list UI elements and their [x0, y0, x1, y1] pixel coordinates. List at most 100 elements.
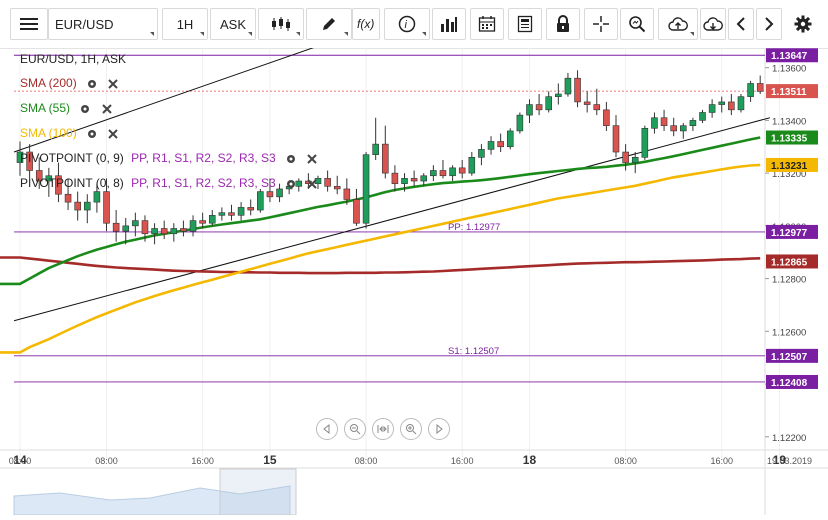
close-icon[interactable] — [107, 128, 119, 140]
candle-body — [535, 104, 543, 111]
news-button[interactable] — [508, 8, 542, 40]
legend-sma55: SMA (55) — [20, 101, 113, 115]
legend-pivot-1-levels: PP, R1, S1, R2, S2, R3, S3 — [131, 151, 276, 165]
chart-navigation — [316, 418, 450, 440]
close-icon[interactable] — [306, 153, 318, 165]
price-type-selector[interactable]: ASK — [210, 8, 256, 40]
gear-icon[interactable] — [285, 178, 297, 190]
gear-icon[interactable] — [285, 153, 297, 165]
y-tick-label: 1.13600 — [772, 64, 806, 75]
triangle-right-icon — [436, 424, 443, 434]
level-price-label: 1.13647 — [771, 51, 808, 62]
zoom-in-icon — [406, 424, 417, 435]
drawing-tools-button[interactable] — [306, 8, 352, 40]
gear-icon[interactable] — [79, 103, 91, 115]
pan-left-button[interactable] — [316, 418, 338, 440]
candle-body — [401, 178, 408, 184]
y-tick-label: 1.12200 — [772, 433, 806, 444]
zoom-out-button[interactable] — [344, 418, 366, 440]
lock-button[interactable] — [546, 8, 580, 40]
legend-pivot-1-text: PIVOTPOINT (0, 9) — [20, 151, 124, 165]
axes: 1.136001.134001.132001.130001.128001.126… — [9, 64, 812, 467]
svg-text:f(x): f(x) — [357, 17, 374, 31]
zoom-in-button[interactable] — [400, 418, 422, 440]
level-price-label-bg — [766, 374, 818, 389]
calendar-button[interactable] — [470, 8, 504, 40]
settings-button[interactable] — [788, 8, 818, 40]
gear-icon[interactable] — [86, 78, 98, 90]
timeframe-selector[interactable]: 1H — [162, 8, 208, 40]
candle-body — [247, 207, 254, 211]
candle-body — [583, 101, 591, 105]
y-tick-label: 1.13400 — [772, 116, 806, 127]
function-icon: f(x) — [357, 17, 374, 31]
candle-body — [641, 127, 649, 158]
candle-body — [718, 101, 726, 105]
reset-button[interactable] — [372, 418, 394, 440]
close-icon[interactable] — [306, 178, 318, 190]
legend-pivot-2: PIVOTPOINT (0, 8) PP, R1, S1, R2, S2, R3… — [20, 176, 318, 190]
symbol-selector[interactable]: EUR/USD — [48, 8, 158, 40]
x-tick-label: 08:00 — [355, 456, 378, 466]
grid — [0, 48, 828, 516]
x-tick-label: 08:00 — [614, 456, 637, 466]
candle-body — [295, 180, 303, 187]
info-button[interactable]: i — [384, 8, 430, 40]
sma-200-line — [0, 256, 761, 275]
chart-type-button[interactable] — [258, 8, 304, 40]
legend-sma55-text: SMA (55) — [20, 101, 71, 115]
candle-body — [660, 117, 668, 126]
candle-body — [612, 125, 620, 153]
candle-body — [631, 156, 639, 163]
series-price-label: 1.12865 — [771, 257, 808, 268]
upload-button[interactable] — [658, 8, 698, 40]
horizontal-levels: PP: 1.12977 S1: 1.12507 — [14, 54, 765, 383]
volume-button[interactable] — [432, 8, 466, 40]
navigator-area — [13, 485, 291, 516]
download-button[interactable] — [700, 8, 726, 40]
candle-body — [478, 149, 485, 158]
candle-body — [708, 104, 716, 113]
cloud-upload-icon — [668, 17, 688, 31]
legend-pivot-2-levels: PP, R1, S1, R2, S2, R3, S3 — [131, 176, 276, 190]
scroll-left-button[interactable] — [728, 8, 754, 40]
gear-icon — [794, 15, 812, 33]
chart-area[interactable]: PP: 1.12977 S1: 1.12507 1.13600 1.13400 1.1… — [0, 35, 828, 516]
gear-icon[interactable] — [86, 128, 98, 140]
candle-body — [266, 191, 274, 198]
triangle-left-icon — [323, 424, 330, 434]
price-type-label: ASK — [219, 16, 246, 32]
candles — [16, 70, 764, 245]
legend-title: EUR/USD, 1H, ASK — [20, 52, 126, 66]
candle-body — [670, 125, 677, 132]
series-price-label: 1.13335 — [771, 134, 808, 145]
candle-body — [372, 143, 379, 155]
y-tick-label: 1.12600 — [772, 327, 806, 338]
candle-body — [699, 112, 706, 121]
zoom-button[interactable] — [620, 8, 654, 40]
candle-body — [160, 228, 168, 235]
candle-body — [362, 154, 370, 224]
x-tick-label: 16:00 — [451, 456, 474, 466]
candle-body — [26, 151, 33, 171]
candle-body — [593, 104, 601, 111]
candle-body — [122, 225, 130, 232]
indicators-button[interactable]: f(x) — [352, 8, 380, 40]
toolbar: EUR/USD 1H ASK f(x) i — [0, 0, 828, 49]
candle-body — [391, 172, 399, 184]
candle-body — [555, 93, 562, 97]
close-icon[interactable] — [107, 78, 119, 90]
x-tick-label: 08:00 — [95, 456, 118, 466]
scroll-right-button[interactable] — [756, 8, 782, 40]
x-tick-label: 16:00 — [191, 456, 214, 466]
zoom-out-icon — [350, 424, 361, 435]
x-tick-label: 19.03.2019 — [767, 456, 812, 466]
pan-right-button[interactable] — [428, 418, 450, 440]
close-icon[interactable] — [101, 103, 113, 115]
crosshair-button[interactable] — [584, 8, 618, 40]
candle-body — [516, 114, 524, 132]
navigator-window — [219, 468, 297, 516]
legend-sma200-text: SMA (200) — [20, 76, 77, 90]
menu-button[interactable] — [10, 8, 48, 40]
